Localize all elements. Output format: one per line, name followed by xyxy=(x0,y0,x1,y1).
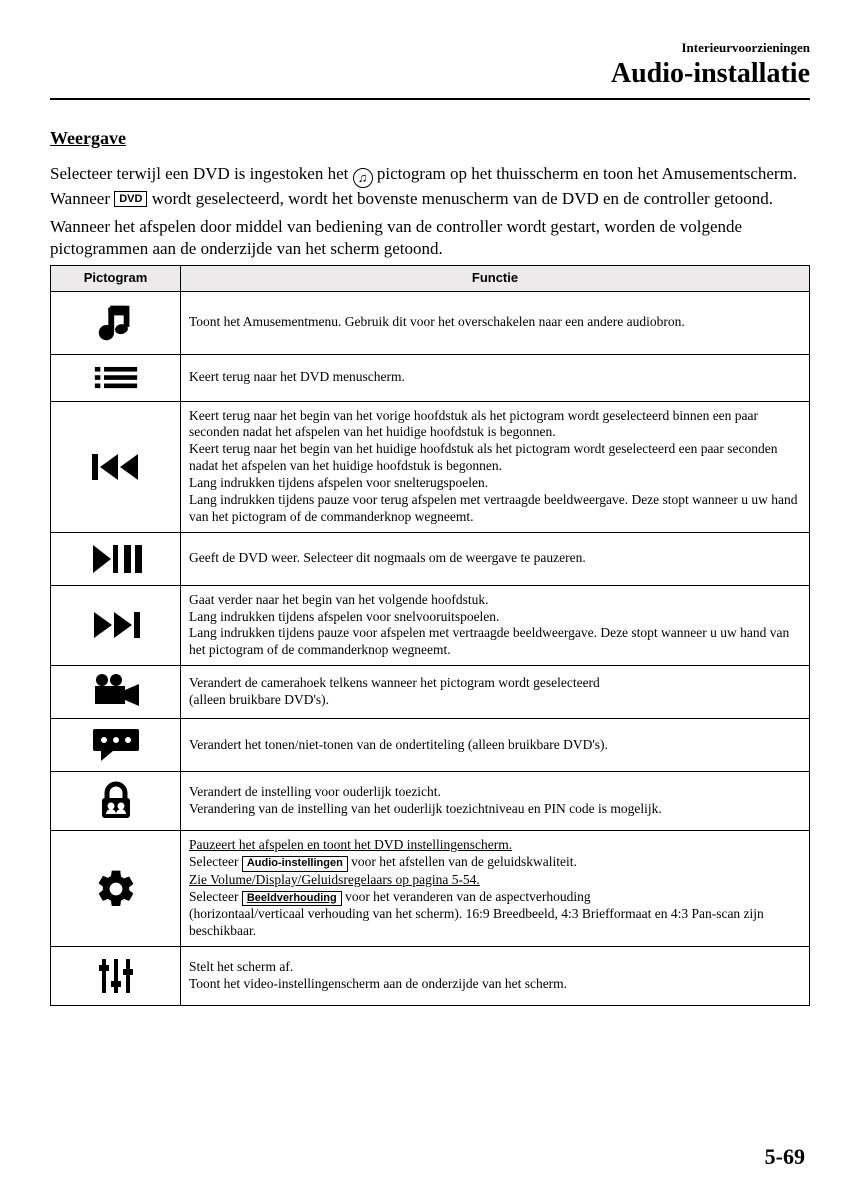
function-text: Verandert de instelling voor ouderlijk t… xyxy=(181,772,810,831)
table-row: Keert terug naar het DVD menuscherm. xyxy=(51,354,810,401)
header-rule xyxy=(50,98,810,100)
function-text: Keert terug naar het begin van het vorig… xyxy=(181,401,810,532)
function-text: Keert terug naar het DVD menuscherm. xyxy=(181,354,810,401)
section-title: Weergave xyxy=(50,128,810,149)
prev-icon xyxy=(51,401,181,532)
function-text: Toont het Amusementmenu. Gebruik dit voo… xyxy=(181,291,810,354)
function-text: Verandert het tonen/niet-tonen van de on… xyxy=(181,719,810,772)
list-icon xyxy=(51,354,181,401)
gear-icon xyxy=(51,831,181,947)
sliders-icon xyxy=(51,947,181,1006)
lock-icon xyxy=(51,772,181,831)
table-row: Pauzeert het afspelen en toont het DVD i… xyxy=(51,831,810,947)
table-row: Geeft de DVD weer. Selecteer dit nogmaal… xyxy=(51,532,810,585)
col-header-functie: Functie xyxy=(181,266,810,291)
table-row: Verandert het tonen/niet-tonen van de on… xyxy=(51,719,810,772)
table-row: Toont het Amusementmenu. Gebruik dit voo… xyxy=(51,291,810,354)
header-subtitle: Interieurvoorzieningen xyxy=(50,40,810,56)
page-number: 5-69 xyxy=(765,1144,805,1170)
table-row: Gaat verder naar het begin van het volge… xyxy=(51,585,810,666)
next-icon xyxy=(51,585,181,666)
function-text: Pauzeert het afspelen en toont het DVD i… xyxy=(181,831,810,947)
function-table: Pictogram Functie Toont het Amusementmen… xyxy=(50,265,810,1006)
function-text: Stelt het scherm af.Toont het video-inst… xyxy=(181,947,810,1006)
intro-paragraph-2: Wanneer het afspelen door middel van bed… xyxy=(50,216,810,260)
function-text: Gaat verder naar het begin van het volge… xyxy=(181,585,810,666)
function-text: Verandert de camerahoek telkens wanneer … xyxy=(181,666,810,719)
table-row: Stelt het scherm af.Toont het video-inst… xyxy=(51,947,810,1006)
music-icon: ♫ xyxy=(353,168,373,188)
table-row: Verandert de instelling voor ouderlijk t… xyxy=(51,772,810,831)
music-icon xyxy=(51,291,181,354)
table-row: Keert terug naar het begin van het vorig… xyxy=(51,401,810,532)
intro-paragraph-1: Selecteer terwijl een DVD is ingestoken … xyxy=(50,163,810,210)
table-row: Verandert de camerahoek telkens wanneer … xyxy=(51,666,810,719)
function-text: Geeft de DVD weer. Selecteer dit nogmaal… xyxy=(181,532,810,585)
camera-icon xyxy=(51,666,181,719)
intro-text: Selecteer terwijl een DVD is ingestoken … xyxy=(50,164,353,183)
intro-text: wordt geselecteerd, wordt het bovenste m… xyxy=(152,189,773,208)
header-title: Audio-installatie xyxy=(50,58,810,90)
col-header-pictogram: Pictogram xyxy=(51,266,181,291)
playpause-icon xyxy=(51,532,181,585)
table-header-row: Pictogram Functie xyxy=(51,266,810,291)
subtitle-icon xyxy=(51,719,181,772)
dvd-badge: DVD xyxy=(114,191,147,207)
